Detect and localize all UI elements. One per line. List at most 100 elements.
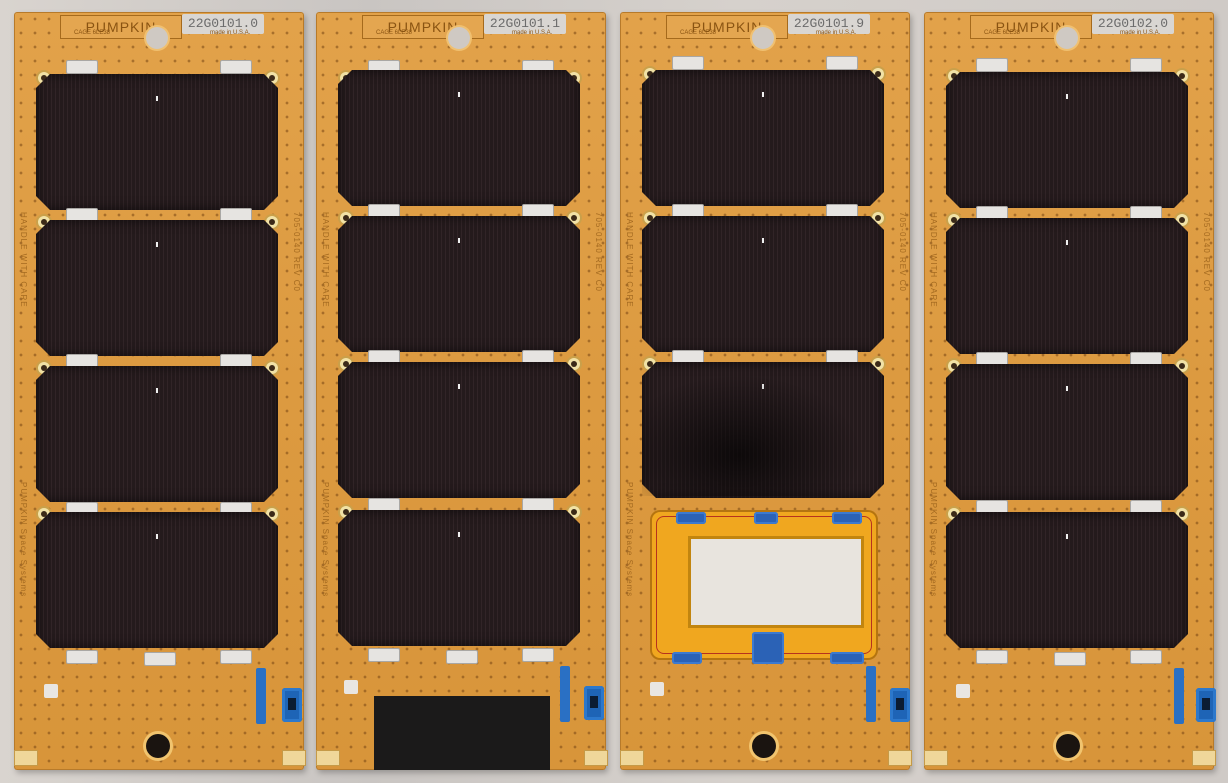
serial-label: 22G0101.0	[182, 14, 264, 34]
connector	[282, 688, 302, 722]
made-in-note: made in U.S.A.	[816, 30, 857, 36]
made-in-note: made in U.S.A.	[210, 30, 251, 36]
cell-tab	[368, 498, 400, 512]
solar-cell	[338, 362, 580, 498]
switch	[1174, 668, 1184, 724]
connector	[890, 688, 910, 722]
bottom-text: PUMPKIN Space Systems	[929, 482, 938, 598]
cell-mark	[458, 532, 460, 537]
mounting-hole-top	[146, 27, 168, 49]
cell-tab	[1130, 58, 1162, 72]
cell-tab	[522, 498, 554, 512]
blue-clip	[672, 652, 702, 664]
switch	[256, 668, 266, 724]
corner-pad	[282, 750, 306, 766]
serial-label: 22G0101.9	[788, 14, 870, 34]
cell-tab	[220, 650, 252, 664]
cage-note: CAGE 6LE38	[680, 30, 717, 36]
solar-cell	[338, 70, 580, 206]
cell-tab	[1130, 650, 1162, 664]
corner-pad	[584, 750, 608, 766]
blue-clip	[830, 652, 864, 664]
cell-tab	[66, 60, 98, 74]
side-text-right: 705-0140 REV C0	[1202, 212, 1211, 292]
cell-tab	[1054, 652, 1086, 666]
blue-clip	[752, 632, 784, 664]
cell-mark	[762, 238, 764, 243]
corner-pad	[620, 750, 644, 766]
cell-tab	[220, 208, 252, 222]
cell-tab	[368, 648, 400, 662]
switch	[866, 666, 876, 722]
serial-label: 22G0102.0	[1092, 14, 1174, 34]
connector	[584, 686, 604, 720]
cell-tab	[826, 350, 858, 364]
brand-label: PUMPKIN	[970, 15, 1092, 39]
cell-mark	[762, 92, 764, 97]
mounting-hole-bottom	[146, 734, 170, 758]
solar-cell	[338, 216, 580, 352]
cell-tab	[826, 56, 858, 70]
sticker	[344, 680, 358, 694]
blue-clip	[754, 512, 778, 524]
cell-tab	[66, 354, 98, 368]
solar-cell	[36, 74, 278, 210]
blue-clip	[676, 512, 706, 524]
cell-tab	[672, 56, 704, 70]
cage-note: CAGE 6LE38	[984, 30, 1021, 36]
cell-mark	[1066, 94, 1068, 99]
cell-tab	[368, 350, 400, 364]
brand-label: PUMPKIN	[60, 15, 182, 39]
sticker	[44, 684, 58, 698]
mounting-hole-top	[1056, 27, 1078, 49]
side-text-right: 705-0140 REV C0	[292, 212, 301, 292]
corner-pad	[316, 750, 340, 766]
side-text-left: HANDLE WITH CARE	[321, 212, 330, 308]
cell-mark	[1066, 386, 1068, 391]
made-in-note: made in U.S.A.	[512, 30, 553, 36]
cell-mark	[458, 384, 460, 389]
cell-tab	[976, 500, 1008, 514]
solar-cell	[642, 216, 884, 352]
solar-panel-3: PUMPKIN 22G0101.9 CAGE 6LE38 made in U.S…	[620, 12, 912, 770]
solar-panel-4: PUMPKIN 22G0102.0 CAGE 6LE38 made in U.S…	[924, 12, 1216, 770]
solar-panel-1: PUMPKIN 22G0101.0 CAGE 6LE38 made in U.S…	[14, 12, 306, 770]
cell-mark	[1066, 534, 1068, 539]
cell-mark	[156, 242, 158, 247]
bottom-text: PUMPKIN Space Systems	[19, 482, 28, 598]
corner-pad	[14, 750, 38, 766]
solar-cell	[36, 220, 278, 356]
cell-tab	[672, 350, 704, 364]
cell-tab	[976, 352, 1008, 366]
solar-cell	[338, 510, 580, 646]
solar-cell	[946, 364, 1188, 500]
cell-tab	[1130, 500, 1162, 514]
bottom-text: PUMPKIN Space Systems	[321, 482, 330, 598]
sensor-window	[688, 536, 864, 628]
connector	[1196, 688, 1216, 722]
cell-tab	[1130, 206, 1162, 220]
solar-panel-2: PUMPKIN 22G0101.1 CAGE 6LE38 made in U.S…	[316, 12, 608, 770]
switch	[560, 666, 570, 722]
serial-label: 22G0101.1	[484, 14, 566, 34]
blue-clip	[832, 512, 862, 524]
cell-tab	[66, 208, 98, 222]
cell-mark	[1066, 240, 1068, 245]
cell-tab	[522, 350, 554, 364]
cell-tab	[976, 206, 1008, 220]
bottom-text: PUMPKIN Space Systems	[625, 482, 634, 598]
brand-label: PUMPKIN	[362, 15, 484, 39]
cell-mark	[156, 388, 158, 393]
cell-tab	[220, 60, 252, 74]
corner-pad	[1192, 750, 1216, 766]
cell-tab	[446, 650, 478, 664]
mounting-hole-top	[448, 27, 470, 49]
cell-mark	[762, 384, 764, 389]
side-text-left: HANDLE WITH CARE	[19, 212, 28, 308]
solar-cell	[36, 512, 278, 648]
solar-cell	[36, 366, 278, 502]
cell-tab	[144, 652, 176, 666]
solar-cell	[946, 72, 1188, 208]
side-text-right: 705-0140 REV C0	[898, 212, 907, 292]
mounting-hole-bottom	[1056, 734, 1080, 758]
